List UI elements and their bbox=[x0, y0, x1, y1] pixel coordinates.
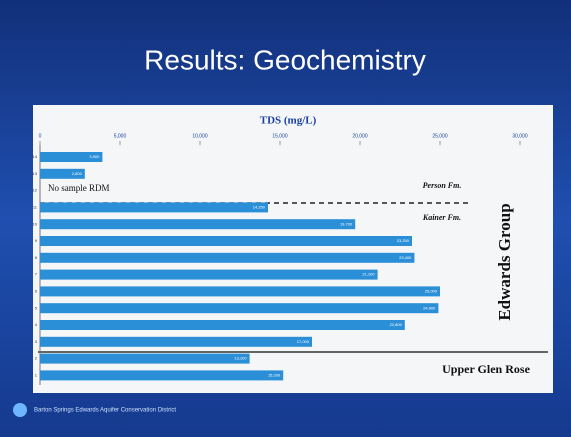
y-tick-label: 4 bbox=[35, 322, 38, 327]
y-tick-label: 8 bbox=[35, 255, 38, 260]
y-tick-label: 14 bbox=[33, 154, 38, 159]
bar bbox=[40, 370, 284, 381]
annotation: No sample RDM bbox=[48, 183, 110, 193]
y-tick-label: 1 bbox=[35, 372, 38, 377]
value-label: 21,100 bbox=[362, 272, 375, 277]
y-tick-label: 5 bbox=[35, 305, 38, 310]
x-tick-label: 5,000 bbox=[114, 133, 127, 139]
value-label: 23,400 bbox=[399, 255, 412, 260]
value-label: 23,250 bbox=[397, 238, 410, 243]
bar bbox=[40, 152, 103, 162]
y-tick-label: 3 bbox=[35, 339, 38, 344]
bar bbox=[40, 303, 439, 314]
bar bbox=[40, 236, 412, 246]
x-tick-label: 15,000 bbox=[272, 133, 288, 139]
x-tick-label: 25,000 bbox=[432, 133, 448, 139]
value-label: 17,000 bbox=[297, 339, 310, 344]
bar bbox=[40, 269, 378, 280]
bar bbox=[40, 219, 356, 230]
x-tick-label: 10,000 bbox=[192, 133, 208, 139]
x-tick-label: 30,000 bbox=[512, 133, 528, 139]
footer: Barton Springs Edwards Aquifer Conservat… bbox=[34, 408, 176, 414]
bar bbox=[40, 202, 268, 213]
annotation: Person Fm. bbox=[423, 181, 462, 190]
y-tick-label: 12 bbox=[33, 188, 38, 193]
logo bbox=[13, 403, 27, 417]
x-tick-label: 20,000 bbox=[352, 133, 368, 139]
axis-title: TDS (mg/L) bbox=[260, 115, 317, 127]
chart-panel bbox=[33, 105, 553, 393]
value-label: 15,200 bbox=[268, 372, 281, 377]
y-tick-label: 11 bbox=[33, 204, 38, 209]
x-tick-label: 0 bbox=[39, 133, 42, 139]
y-tick-label: 13 bbox=[33, 171, 38, 176]
y-tick-label: 9 bbox=[35, 238, 38, 243]
value-label: 22,800 bbox=[390, 322, 403, 327]
slide-title: Results: Geochemistry bbox=[144, 44, 426, 75]
annotation: Kainer Fm. bbox=[422, 213, 461, 222]
y-tick-label: 10 bbox=[33, 221, 38, 226]
value-label: 2,800 bbox=[72, 171, 83, 176]
value-label: 19,700 bbox=[340, 221, 353, 226]
value-label: 24,900 bbox=[423, 305, 436, 310]
y-tick-label: 2 bbox=[35, 356, 38, 361]
bar bbox=[40, 320, 405, 330]
value-label: 13,100 bbox=[234, 356, 247, 361]
annotation: Edwards Group bbox=[495, 203, 514, 320]
y-tick-label: 7 bbox=[35, 272, 38, 277]
value-label: 3,900 bbox=[89, 154, 100, 159]
annotation: Upper Glen Rose bbox=[442, 362, 530, 376]
bar bbox=[40, 336, 312, 347]
bar bbox=[40, 353, 250, 364]
y-tick-label: 6 bbox=[35, 288, 38, 293]
bar bbox=[40, 168, 85, 179]
value-label: 25,000 bbox=[425, 288, 438, 293]
value-label: 14,250 bbox=[253, 204, 266, 209]
bar bbox=[40, 286, 440, 297]
bar bbox=[40, 252, 415, 263]
